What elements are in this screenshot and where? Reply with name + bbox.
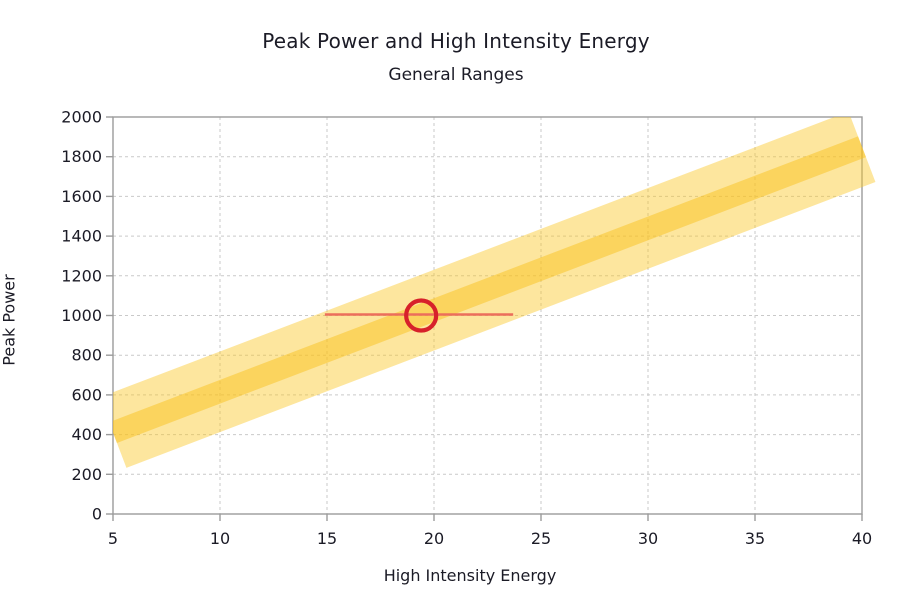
y-tick-label: 400 xyxy=(71,425,102,444)
x-axis-title: High Intensity Energy xyxy=(383,566,557,585)
y-axis-title-text: Peak Power xyxy=(0,274,19,366)
x-tick-label: 20 xyxy=(424,529,444,548)
chart-title: Peak Power and High Intensity Energy xyxy=(262,29,650,53)
x-tick-label: 15 xyxy=(317,529,337,548)
y-tick-label: 800 xyxy=(71,346,102,365)
y-tick-label: 1800 xyxy=(61,147,102,166)
y-tick-label: 1000 xyxy=(61,306,102,325)
data-point-marker xyxy=(404,298,439,333)
y-tick-label: 200 xyxy=(71,465,102,484)
y-tick-label: 1200 xyxy=(61,266,102,285)
y-tick-label: 1400 xyxy=(61,227,102,246)
x-tick-label: 40 xyxy=(852,529,872,548)
x-tick-label: 25 xyxy=(531,529,551,548)
y-tick-label: 1600 xyxy=(61,187,102,206)
range-band-inner xyxy=(113,136,866,443)
x-tick-label: 5 xyxy=(108,529,118,548)
y-tick-label: 600 xyxy=(71,385,102,404)
x-tick-label: 10 xyxy=(210,529,230,548)
x-tick-label: 30 xyxy=(638,529,658,548)
x-tick-label: 35 xyxy=(745,529,765,548)
chart-subtitle: General Ranges xyxy=(388,65,524,85)
y-tick-label: 2000 xyxy=(61,108,102,127)
y-tick-label: 0 xyxy=(92,505,102,524)
